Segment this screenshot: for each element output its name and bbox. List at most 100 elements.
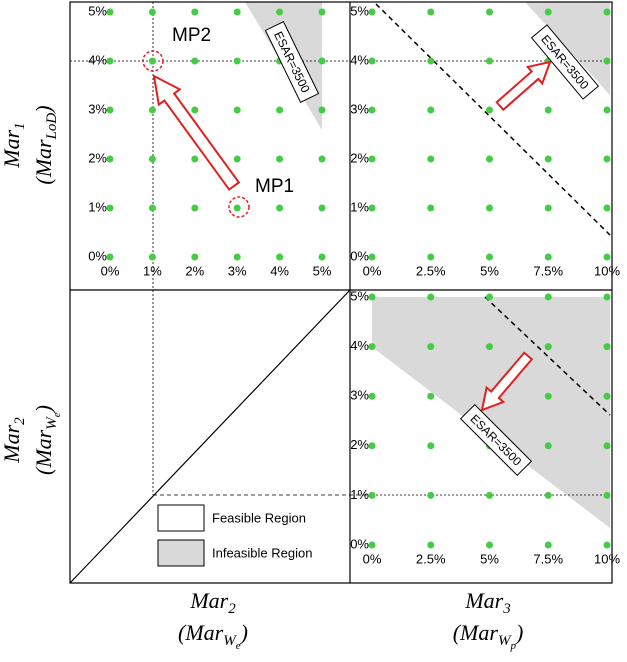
- point: [486, 491, 493, 499]
- axis-title-part: W: [44, 416, 60, 430]
- axis-title: Mar2: [189, 588, 236, 617]
- y-tick-label: 4%: [88, 52, 107, 67]
- point: [318, 8, 326, 16]
- point: [233, 204, 241, 212]
- point: [368, 253, 376, 261]
- point: [276, 106, 284, 114]
- axis-title-part: ): [31, 105, 56, 114]
- frame: [69, 1, 613, 584]
- point: [368, 155, 376, 163]
- axis-title-part: Mar: [189, 588, 228, 613]
- y-tick-label: 1%: [350, 487, 369, 502]
- point: [544, 204, 552, 212]
- axis-title: Mar2: [0, 417, 28, 464]
- y-tick-label: 5%: [350, 288, 369, 303]
- point: [486, 253, 493, 261]
- point: [106, 253, 114, 261]
- point: [276, 253, 284, 261]
- point: [191, 57, 199, 65]
- esar-line: [484, 296, 611, 416]
- point: [603, 392, 611, 400]
- axis-title: Mar3: [464, 588, 510, 617]
- point: [603, 541, 611, 549]
- axis-title-part: 2: [12, 417, 28, 425]
- axis-label: Mar2(MarWe): [0, 405, 63, 475]
- point: [191, 253, 199, 261]
- point: [603, 155, 611, 163]
- y-tick-label: 5%: [350, 3, 369, 18]
- axis-title-part: ): [514, 620, 523, 645]
- y-tick-label: 0%: [88, 248, 107, 263]
- axis-label: Mar1(MarLoD): [0, 105, 60, 184]
- axis-title: (MarWe): [178, 620, 248, 651]
- axis-title: (MarWe): [31, 405, 62, 475]
- point: [427, 57, 435, 65]
- axis-title-part: p: [509, 640, 516, 652]
- point: [318, 155, 326, 163]
- diagonal: [69, 289, 351, 584]
- point: [486, 343, 493, 351]
- arrow: [152, 74, 241, 191]
- point: [191, 155, 199, 163]
- x-tick-label: 0%: [363, 263, 382, 278]
- point: [148, 57, 156, 65]
- point: [486, 293, 493, 301]
- axis-title-part: Mar: [0, 424, 24, 463]
- esar-line: [375, 3, 611, 236]
- point: [486, 155, 493, 163]
- x-tick-label: 10%: [594, 551, 620, 566]
- infeasible-region: [372, 297, 610, 528]
- y-tick-label: 1%: [88, 199, 107, 214]
- point: [544, 106, 552, 114]
- point: [368, 491, 376, 499]
- point: [368, 293, 376, 301]
- point: [603, 106, 611, 114]
- label-box: [459, 403, 533, 477]
- point: [276, 204, 284, 212]
- label-box: [530, 24, 600, 100]
- x-tick-label: 5%: [480, 263, 499, 278]
- x-tick-label: 7.5%: [533, 263, 563, 278]
- point: [368, 106, 376, 114]
- y-tick-label: 3%: [88, 101, 107, 116]
- axis-title-part: 2: [228, 601, 236, 617]
- axis-title-part: W: [223, 633, 237, 649]
- y-tick-label: 2%: [350, 437, 369, 452]
- point: [603, 204, 611, 212]
- point: [106, 204, 114, 212]
- point: [603, 491, 611, 499]
- y-tick-label: 2%: [88, 150, 107, 165]
- point: [427, 343, 435, 351]
- point: [233, 253, 241, 261]
- point: [427, 293, 435, 301]
- axis-title-part: Mar: [464, 588, 503, 613]
- point: [544, 155, 552, 163]
- point: [603, 253, 611, 261]
- legend-label: Feasible Region: [212, 510, 306, 525]
- axis-title-part: (Mar: [178, 620, 224, 645]
- axis-title: Mar1: [0, 122, 28, 168]
- point: [603, 57, 611, 65]
- label-box: [264, 20, 320, 104]
- point: [544, 253, 552, 261]
- axis-title-part: 1: [12, 122, 28, 130]
- y-tick-label: 0%: [350, 536, 369, 551]
- x-tick-label: 4%: [270, 263, 289, 278]
- x-tick-label: 2%: [185, 263, 204, 278]
- point: [544, 293, 552, 301]
- annotation: MP1: [255, 176, 294, 197]
- y-tick-label: 0%: [350, 248, 369, 263]
- point: [368, 541, 376, 549]
- axis-label: Mar2 (MarWe): [178, 588, 248, 651]
- x-tick-label: 5%: [313, 263, 332, 278]
- y-tick-label: 4%: [350, 52, 369, 67]
- mp-marker: [228, 196, 250, 218]
- y-tick-label: 5%: [88, 3, 107, 18]
- point: [603, 343, 611, 351]
- point: [106, 8, 114, 16]
- point: [427, 155, 435, 163]
- legend-label: Infeasible Region: [212, 545, 312, 560]
- axis-title-part: Mar: [0, 129, 24, 168]
- arrow: [480, 351, 534, 412]
